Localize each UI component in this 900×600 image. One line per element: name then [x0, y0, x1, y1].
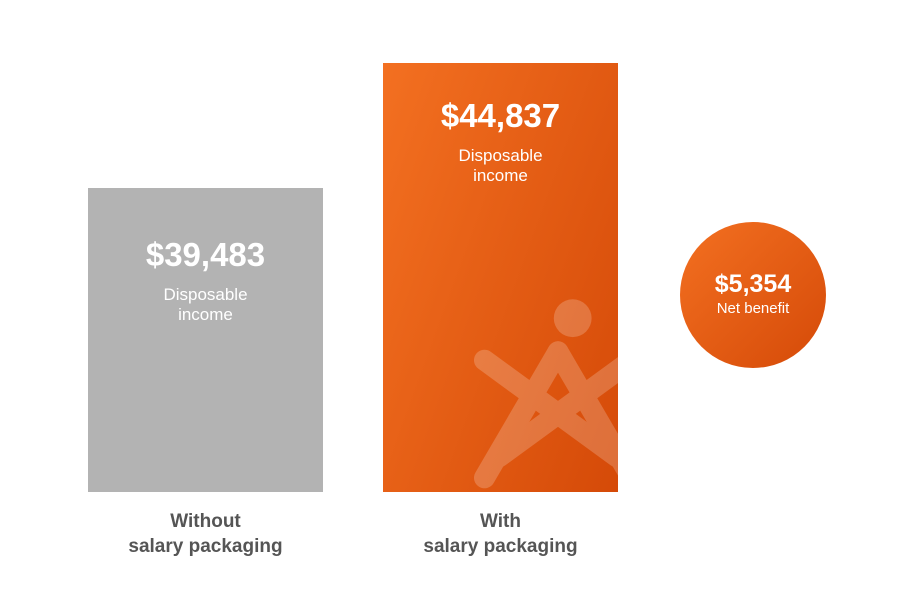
bar-without-value: $39,483	[146, 238, 265, 271]
caption-line1: With	[383, 510, 618, 535]
caption-line2: salary packaging	[88, 535, 323, 560]
bar-with-value: $44,837	[441, 99, 560, 132]
caption-line2: salary packaging	[383, 535, 618, 560]
net-benefit-value: $5,354	[715, 272, 791, 297]
net-benefit-circle: $5,354 Net benefit	[680, 222, 826, 368]
caption-line1: Without	[88, 510, 323, 535]
bar-without-sublabel: Disposableincome	[163, 285, 247, 326]
bar-with-sublabel: Disposableincome	[458, 146, 542, 187]
person-logo-icon	[453, 293, 663, 503]
bar-with: $44,837 Disposableincome	[383, 63, 618, 492]
bar-with-caption: With salary packaging	[383, 510, 618, 559]
bar-without-caption: Without salary packaging	[88, 510, 323, 559]
net-benefit-sublabel: Net benefit	[717, 301, 790, 318]
bar-without: $39,483 Disposableincome	[88, 188, 323, 492]
